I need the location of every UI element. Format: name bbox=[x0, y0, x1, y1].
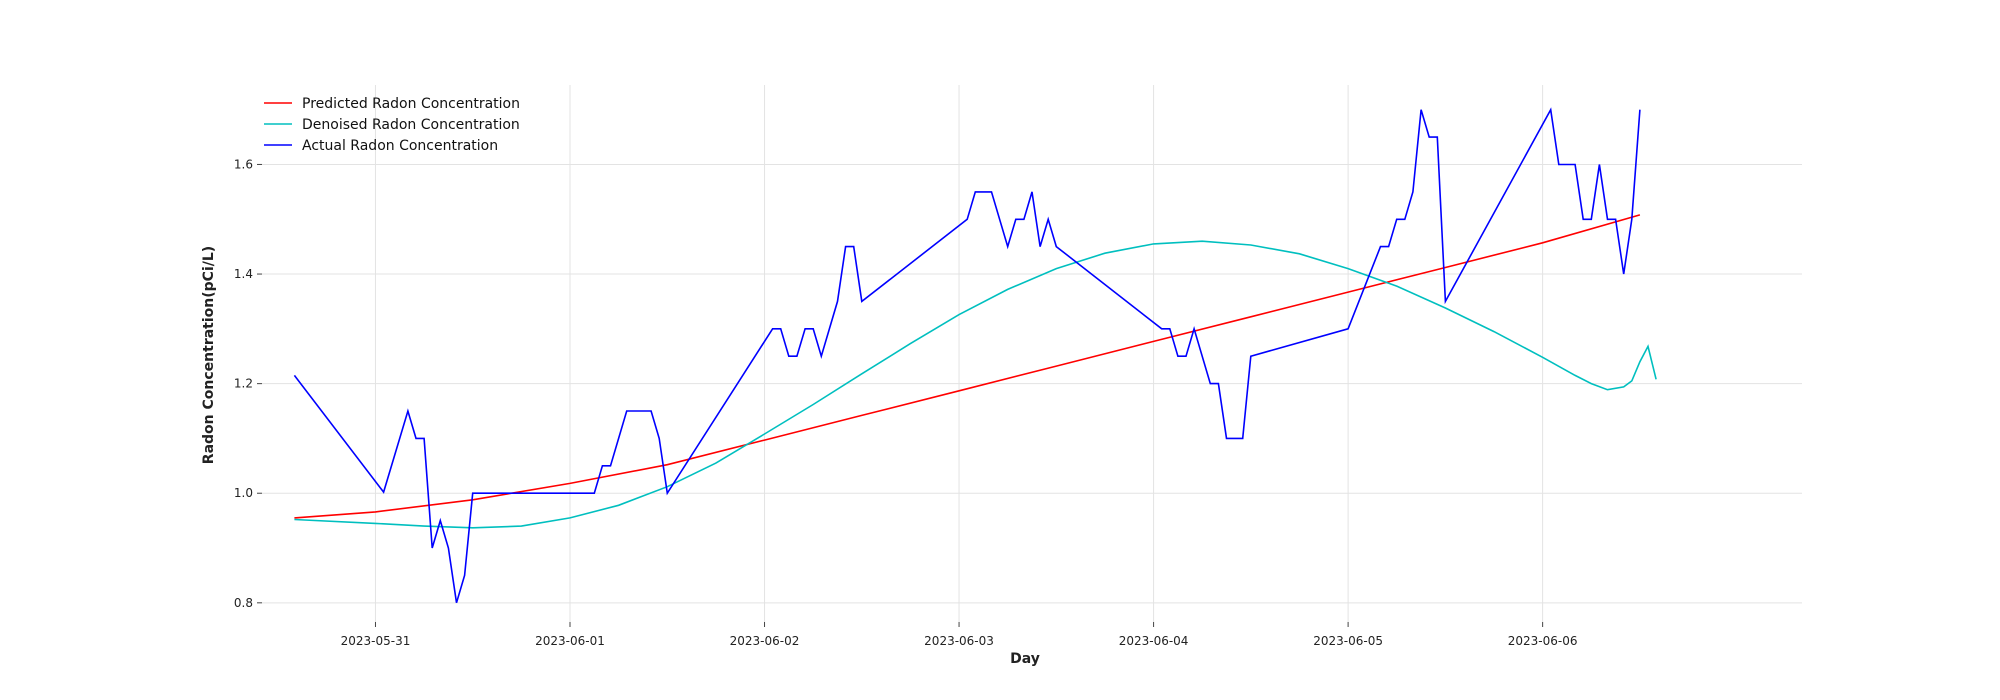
x-tick-label: 2023-06-06 bbox=[1508, 634, 1578, 648]
x-axis-label: Day bbox=[1010, 651, 1040, 667]
y-tick-label: 0.8 bbox=[234, 596, 253, 610]
x-tick-label: 2023-06-03 bbox=[924, 634, 994, 648]
y-axis-label: Radon Concentration(pCi/L) bbox=[201, 246, 217, 464]
legend-label-predicted-radon-concentration: Predicted Radon Concentration bbox=[302, 96, 520, 112]
predicted-radon-concentration-line bbox=[294, 214, 1641, 519]
y-tick-label: 1.0 bbox=[234, 486, 253, 500]
x-tick-label: 2023-05-31 bbox=[341, 634, 411, 648]
x-tick-label: 2023-06-01 bbox=[535, 634, 605, 648]
x-tick-label: 2023-06-04 bbox=[1119, 634, 1189, 648]
actual-radon-concentration-line bbox=[293, 107, 1641, 604]
denoised-radon-concentration-line bbox=[294, 240, 1657, 529]
y-tick-label: 1.4 bbox=[234, 267, 253, 281]
legend-label-denoised-radon-concentration: Denoised Radon Concentration bbox=[302, 117, 520, 133]
x-tick-label: 2023-06-02 bbox=[730, 634, 800, 648]
legend: Predicted Radon Concentration Denoised Ra… bbox=[264, 96, 520, 154]
x-tick-label: 2023-06-05 bbox=[1313, 634, 1383, 648]
series-lines bbox=[293, 107, 1657, 604]
legend-label-actual-radon-concentration: Actual Radon Concentration bbox=[302, 138, 498, 154]
y-tick-label: 1.6 bbox=[234, 157, 253, 171]
y-tick-label: 1.2 bbox=[234, 377, 253, 391]
axis-ticks: 2023-05-31 2023-06-01 2023-06-02 2023-06-03… bbox=[234, 157, 1578, 648]
grid bbox=[262, 85, 1802, 622]
